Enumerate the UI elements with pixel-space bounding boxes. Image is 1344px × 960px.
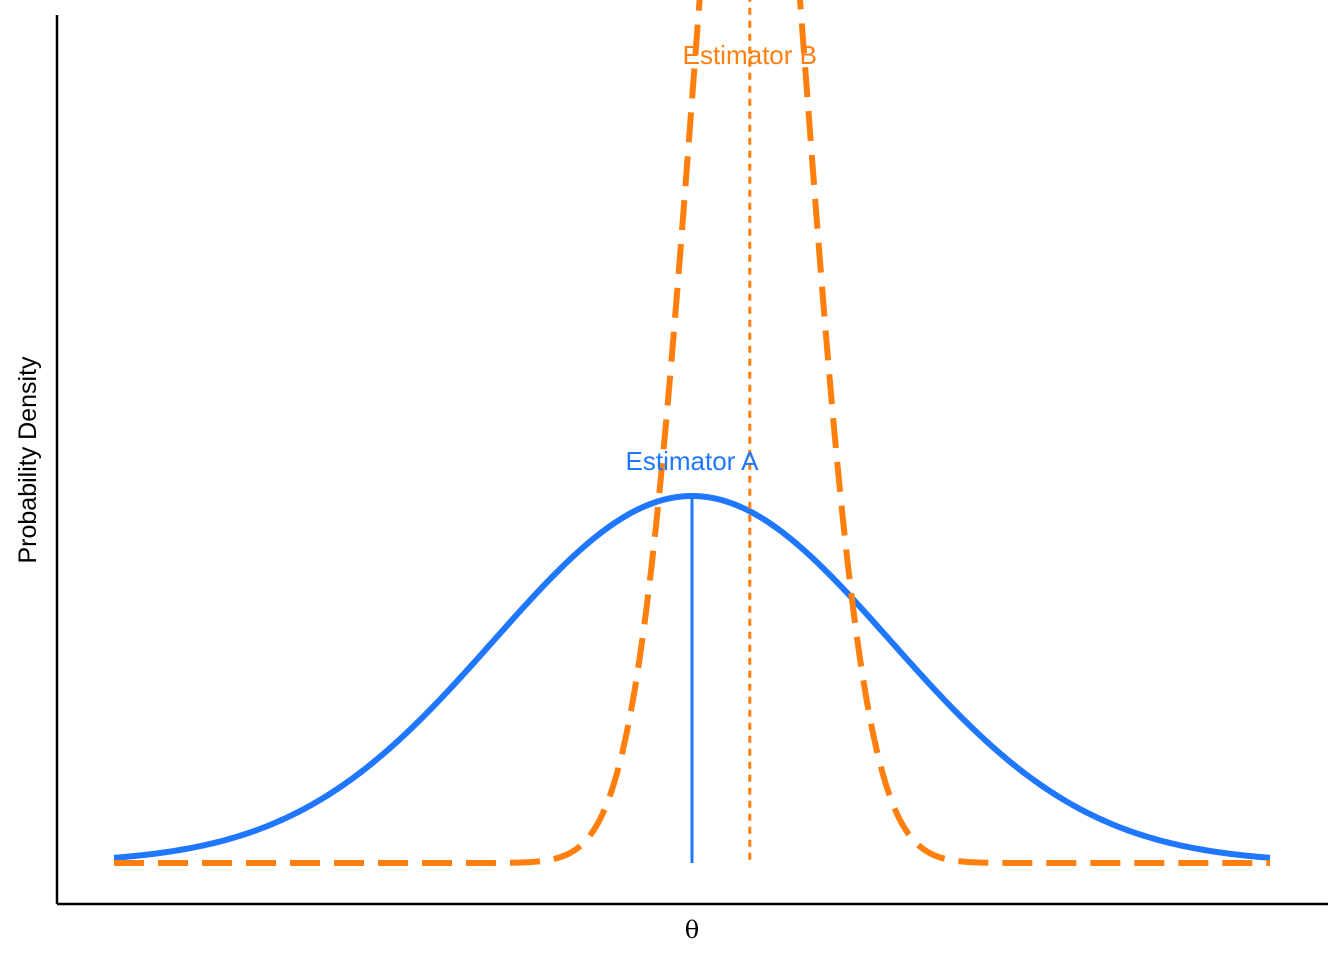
estimator-b-density-curve — [113, 0, 1271, 866]
series-group — [113, 0, 1271, 866]
estimator-b-label: Estimator B — [683, 40, 817, 70]
series-labels: Estimator A Estimator B — [626, 40, 817, 476]
x-axis-label: θ — [685, 916, 699, 944]
estimator-a-label: Estimator A — [626, 446, 760, 476]
y-axis-label: Probability Density — [14, 356, 42, 564]
